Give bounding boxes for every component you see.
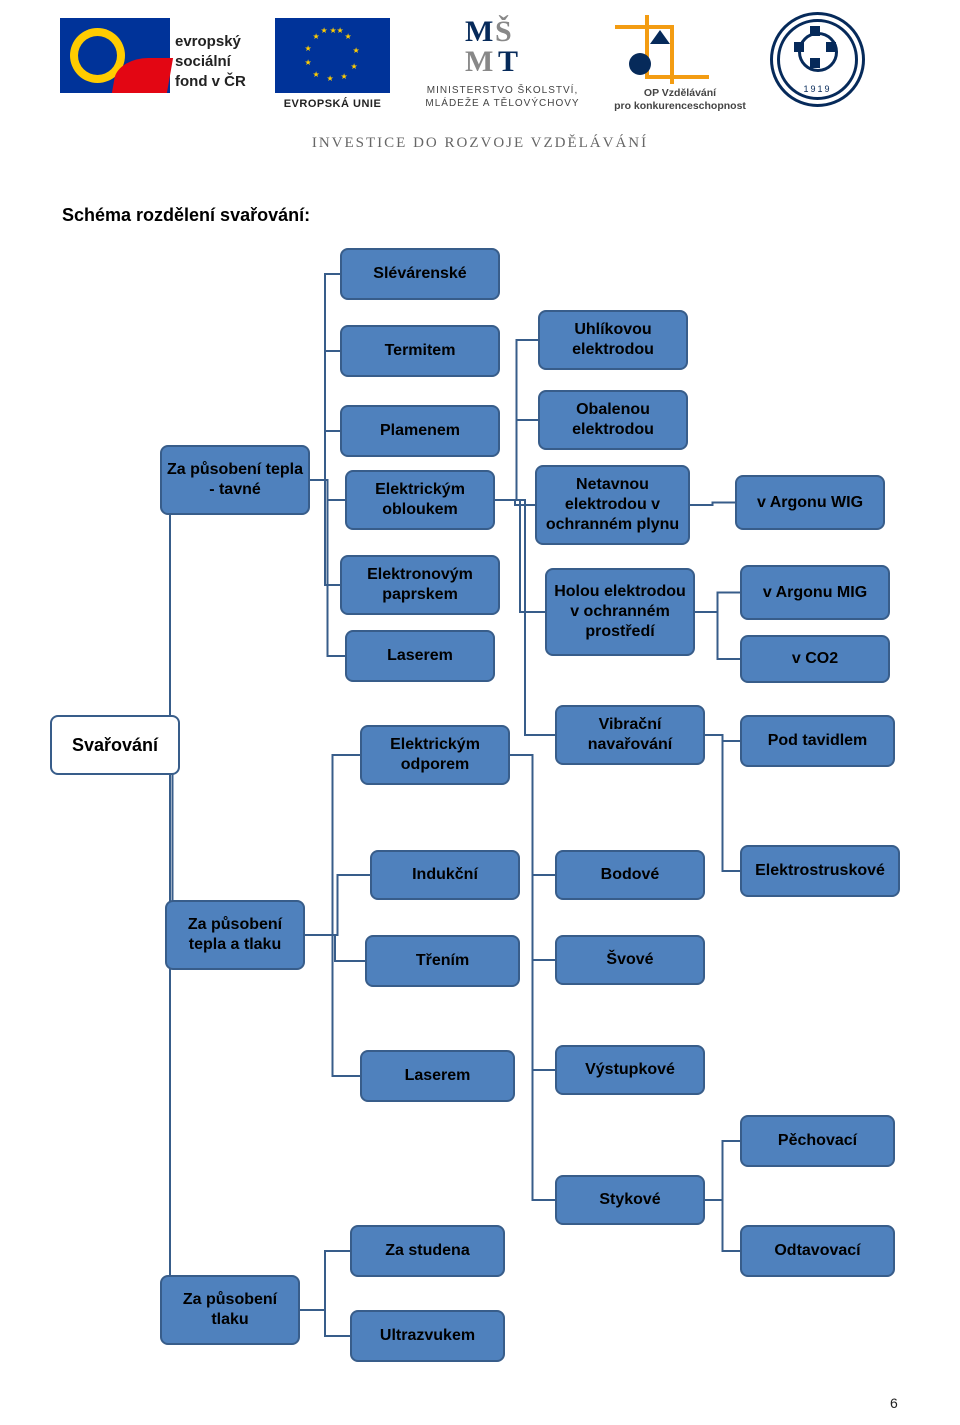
node-argonu_mig: v Argonu MIG (740, 565, 890, 620)
node-el_obloukem: Elektrickým obloukem (345, 470, 495, 530)
node-elektrostr: Elektrostruskové (740, 845, 900, 897)
page-stage: evropský sociální fond v ČR ★ ★ ★ ★ ★ ★ … (0, 0, 960, 1425)
node-stykove: Stykové (555, 1175, 705, 1225)
node-el_paprskem: Elektronovým paprskem (340, 555, 500, 615)
logo-eu: ★ ★ ★ ★ ★ ★ ★ ★ ★ ★ ★ ★ (275, 18, 390, 93)
edge-stykove-odtavovaci (705, 1200, 740, 1251)
edge-tepla_tavne-termitem (310, 351, 340, 480)
node-tepla_tavne: Za působení tepla - tavné (160, 445, 310, 515)
node-argonu_wig: v Argonu WIG (735, 475, 885, 530)
edge-el_obloukem-uhlikovou (495, 340, 538, 500)
node-uhlikovou: Uhlíkovou elektrodou (538, 310, 688, 370)
edge-tepla_tavne-plamenem (310, 431, 340, 480)
msmt-line1: MINISTERSTVO ŠKOLSTVÍ, (410, 85, 595, 97)
edge-tepla_tavne-el_paprskem (310, 480, 340, 585)
node-el_odporem: Elektrickým odporem (360, 725, 510, 785)
node-vystupkove: Výstupkové (555, 1045, 705, 1095)
eu-label: EVROPSKÁ UNIE (275, 98, 390, 111)
edge-netavnou-argonu_wig (690, 503, 735, 506)
edge-el_obloukem-netavnou (495, 500, 535, 505)
edge-tlaku-ultrazvukem (300, 1310, 350, 1336)
edge-holou-argonu_mig (695, 593, 740, 613)
logo-esf: evropský sociální fond v ČR (60, 18, 260, 108)
edge-root-tlaku (160, 745, 180, 1310)
node-svove: Švové (555, 935, 705, 985)
edge-el_odporem-vystupkove (510, 755, 555, 1070)
logo-school: 1919 (770, 12, 865, 107)
node-ultrazvukem: Ultrazvukem (350, 1310, 505, 1362)
node-za_studena: Za studena (350, 1225, 505, 1277)
esf-text-2: sociální (175, 53, 231, 70)
node-trenim: Třením (365, 935, 520, 987)
op-line2: pro konkurenceschopnost (605, 100, 755, 113)
node-root: Svařování (50, 715, 180, 775)
edge-tepla_tlaku-el_odporem (305, 755, 360, 935)
edge-stykove-pechovaci (705, 1141, 740, 1200)
edge-vibracni-elektrostr (705, 735, 740, 871)
edge-tepla_tlaku-trenim (305, 935, 365, 961)
edge-tepla_tlaku-laserem2 (305, 935, 360, 1076)
node-tepla_tlaku: Za působení tepla a tlaku (165, 900, 305, 970)
logo-msmt: M Š M T MINISTERSTVO ŠKOLSTVÍ, MLÁDEŽE A… (420, 15, 585, 115)
node-holou: Holou elektrodou v ochranném prostředí (545, 568, 695, 656)
node-vibracni: Vibrační navařování (555, 705, 705, 765)
node-laserem2: Laserem (360, 1050, 515, 1102)
node-tlaku: Za působení tlaku (160, 1275, 300, 1345)
esf-text-3: fond v ČR (175, 73, 246, 90)
edge-tepla_tlaku-indukcni (305, 875, 370, 935)
node-slevarenske: Slévárenské (340, 248, 500, 300)
logo-op: OP Vzdělávání pro konkurenceschopnost (615, 15, 745, 115)
edge-el_obloukem-obalenou (495, 420, 538, 500)
edge-holou-co2 (695, 612, 740, 659)
op-line1: OP Vzdělávání (615, 87, 745, 100)
edge-tepla_tavne-el_obloukem (310, 480, 345, 500)
edge-tlaku-za_studena (300, 1251, 350, 1310)
node-laserem1: Laserem (345, 630, 495, 682)
edge-root-tepla_tavne (160, 480, 180, 745)
node-termitem: Termitem (340, 325, 500, 377)
node-co2: v CO2 (740, 635, 890, 683)
school-year: 1919 (770, 84, 865, 95)
node-obalenou: Obalenou elektrodou (538, 390, 688, 450)
edge-tepla_tavne-slevarenske (310, 274, 340, 480)
page-number: 6 (890, 1395, 898, 1411)
msmt-line2: MLÁDEŽE A TĚLOVÝCHOVY (410, 98, 595, 110)
node-indukcni: Indukční (370, 850, 520, 900)
node-bodove: Bodové (555, 850, 705, 900)
header-tagline: INVESTICE DO ROZVOJE VZDĚLÁVÁNÍ (200, 135, 760, 152)
diagram-title: Schéma rozdělení svařování: (62, 205, 310, 226)
esf-text-1: evropský (175, 33, 241, 50)
node-pechovaci: Pěchovací (740, 1115, 895, 1167)
edge-vibracni-pod_tavidlem (705, 735, 740, 741)
node-odtavovaci: Odtavovací (740, 1225, 895, 1277)
node-pod_tavidlem: Pod tavidlem (740, 715, 895, 767)
node-netavnou: Netavnou elektrodou v ochranném plynu (535, 465, 690, 545)
node-plamenem: Plamenem (340, 405, 500, 457)
